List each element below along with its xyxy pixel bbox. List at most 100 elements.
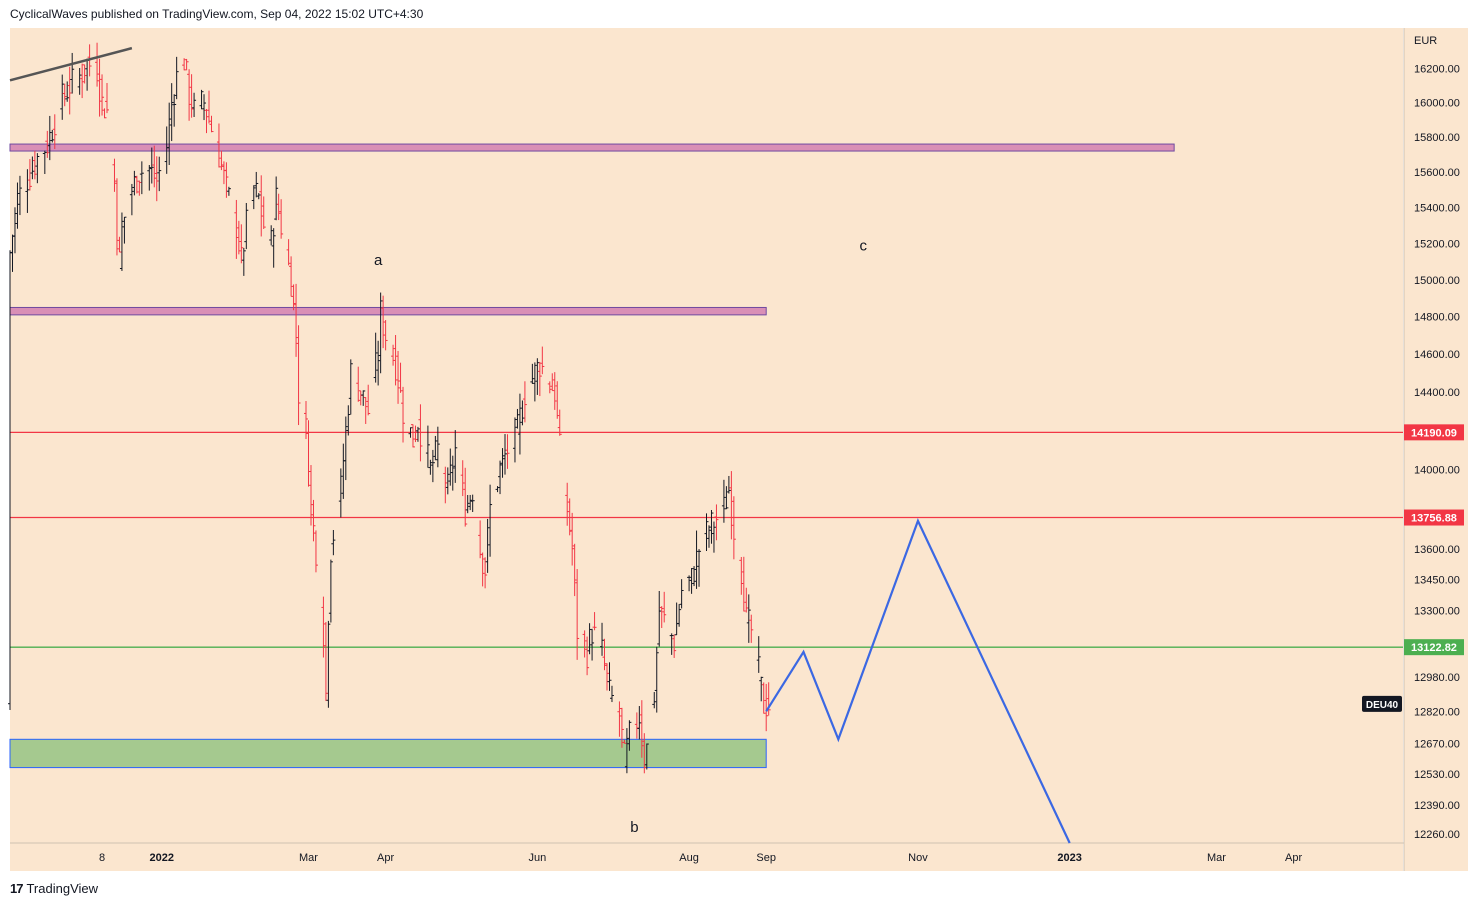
ohlc-bar [470,494,475,512]
ohlc-bar [25,169,30,213]
ohlc-bar [100,74,105,116]
ohlc-bar [338,468,343,518]
ohlc-bar [192,92,197,117]
ohlc-bar [343,416,348,481]
ohlc-bar [692,566,697,587]
wave-projection-path[interactable] [765,518,1071,844]
ohlc-bar [694,530,699,589]
ohlc-bar [587,623,592,655]
ohlc-bar [522,381,527,423]
ohlc-bar [503,434,508,475]
ohlc-bar [555,381,560,419]
ohlc-bar [271,228,276,268]
ohlc-bar [47,115,52,161]
ohlc-bar [129,183,134,216]
ohlc-bar [132,170,137,196]
ohlc-bar [154,156,159,202]
time-tick-label: Apr [1285,852,1302,864]
level-price-badge[interactable]: 14190.09 [1404,424,1464,441]
ohlc-bar [289,256,294,297]
wave-label[interactable]: c [859,238,867,255]
ohlc-bar [433,435,438,461]
ohlc-bar [366,384,371,416]
ohlc-bar [236,220,241,255]
ohlc-bar [552,372,557,410]
ohlc-bar [321,596,326,658]
ohlc-bar [373,332,378,383]
ohlc-bar [483,557,488,589]
ohlc-bar [622,739,627,744]
level-badge-background [1404,509,1464,526]
ohlc-bar [60,74,65,120]
ohlc-bar [480,552,485,587]
ohlc-bar [453,430,458,483]
ohlc-bar [572,543,577,597]
zone-rect[interactable] [9,738,767,769]
time-axis-background[interactable] [10,843,1403,871]
ohlc-bar [119,212,124,271]
trendline[interactable] [9,46,133,82]
ohlc-bar [311,499,316,542]
ohlc-bar [619,707,624,748]
ohlc-bar [512,417,517,463]
ohlc-bar [32,150,37,180]
ohlc-bar [570,512,575,566]
wave-label[interactable]: a [374,252,383,269]
ohlc-bar [634,712,639,739]
level-price-badge[interactable]: 13756.88 [1404,509,1464,526]
ohlc-bar [585,636,590,676]
ohlc-bar [590,628,595,661]
ohlc-bar [139,161,144,195]
ohlc-bar [27,159,32,191]
ohlc-bar [199,89,204,110]
ohlc-bar [766,682,771,716]
ohlc-bar [42,150,47,174]
ohlc-bar [547,381,552,394]
ohlc-bar [313,530,318,573]
symbol-badge-text: DEU40 [1366,700,1399,711]
ohlc-bar [709,509,714,544]
ohlc-bar [689,568,694,594]
price-tick-label: 12260.00 [1414,829,1460,841]
ohlc-bar [592,612,597,631]
ohlc-bar [435,426,440,468]
ohlc-bar [67,66,72,115]
wave-label[interactable]: b [630,819,638,836]
ohlc-bar [605,663,609,691]
ohlc-bar [465,495,470,514]
ohlc-bar [234,199,239,259]
ohlc-bar [744,587,749,613]
ohlc-bar [291,284,296,311]
ohlc-bar [706,525,711,548]
ohlc-bar [77,67,82,95]
ohlc-bar [147,165,152,191]
tradingview-footer[interactable]: 17 TradingView [10,881,98,896]
price-axis-background[interactable] [1404,28,1468,871]
ohlc-bar [259,175,264,237]
ohlc-bar [105,82,110,114]
ohlc-bar [714,504,719,541]
ohlc-bar [169,83,174,142]
level-price-badge[interactable]: 13122.82 [1404,639,1464,656]
level-badge-background [1404,424,1464,441]
ohlc-bar [328,559,333,623]
ohlc-bar [463,467,468,527]
ohlc-bar [565,482,570,526]
price-tick-label: 12530.00 [1414,769,1460,781]
ohlc-bar [17,175,22,216]
ohlc-bar [659,606,664,629]
ohlc-bar [637,706,642,740]
ohlc-bar [261,196,266,229]
ohlc-bar [662,591,667,623]
ohlc-bar [468,494,473,511]
zone-rect[interactable] [9,306,767,316]
ohlc-bar [348,359,353,415]
ohlc-bar [764,683,769,732]
zone-rect[interactable] [9,143,1175,152]
ohlc-bar [500,448,505,478]
symbol-badge[interactable]: DEU40 [1362,695,1402,712]
ohlc-bar [505,434,510,469]
ohlc-bar [413,425,418,443]
ohlc-bar [535,358,540,395]
